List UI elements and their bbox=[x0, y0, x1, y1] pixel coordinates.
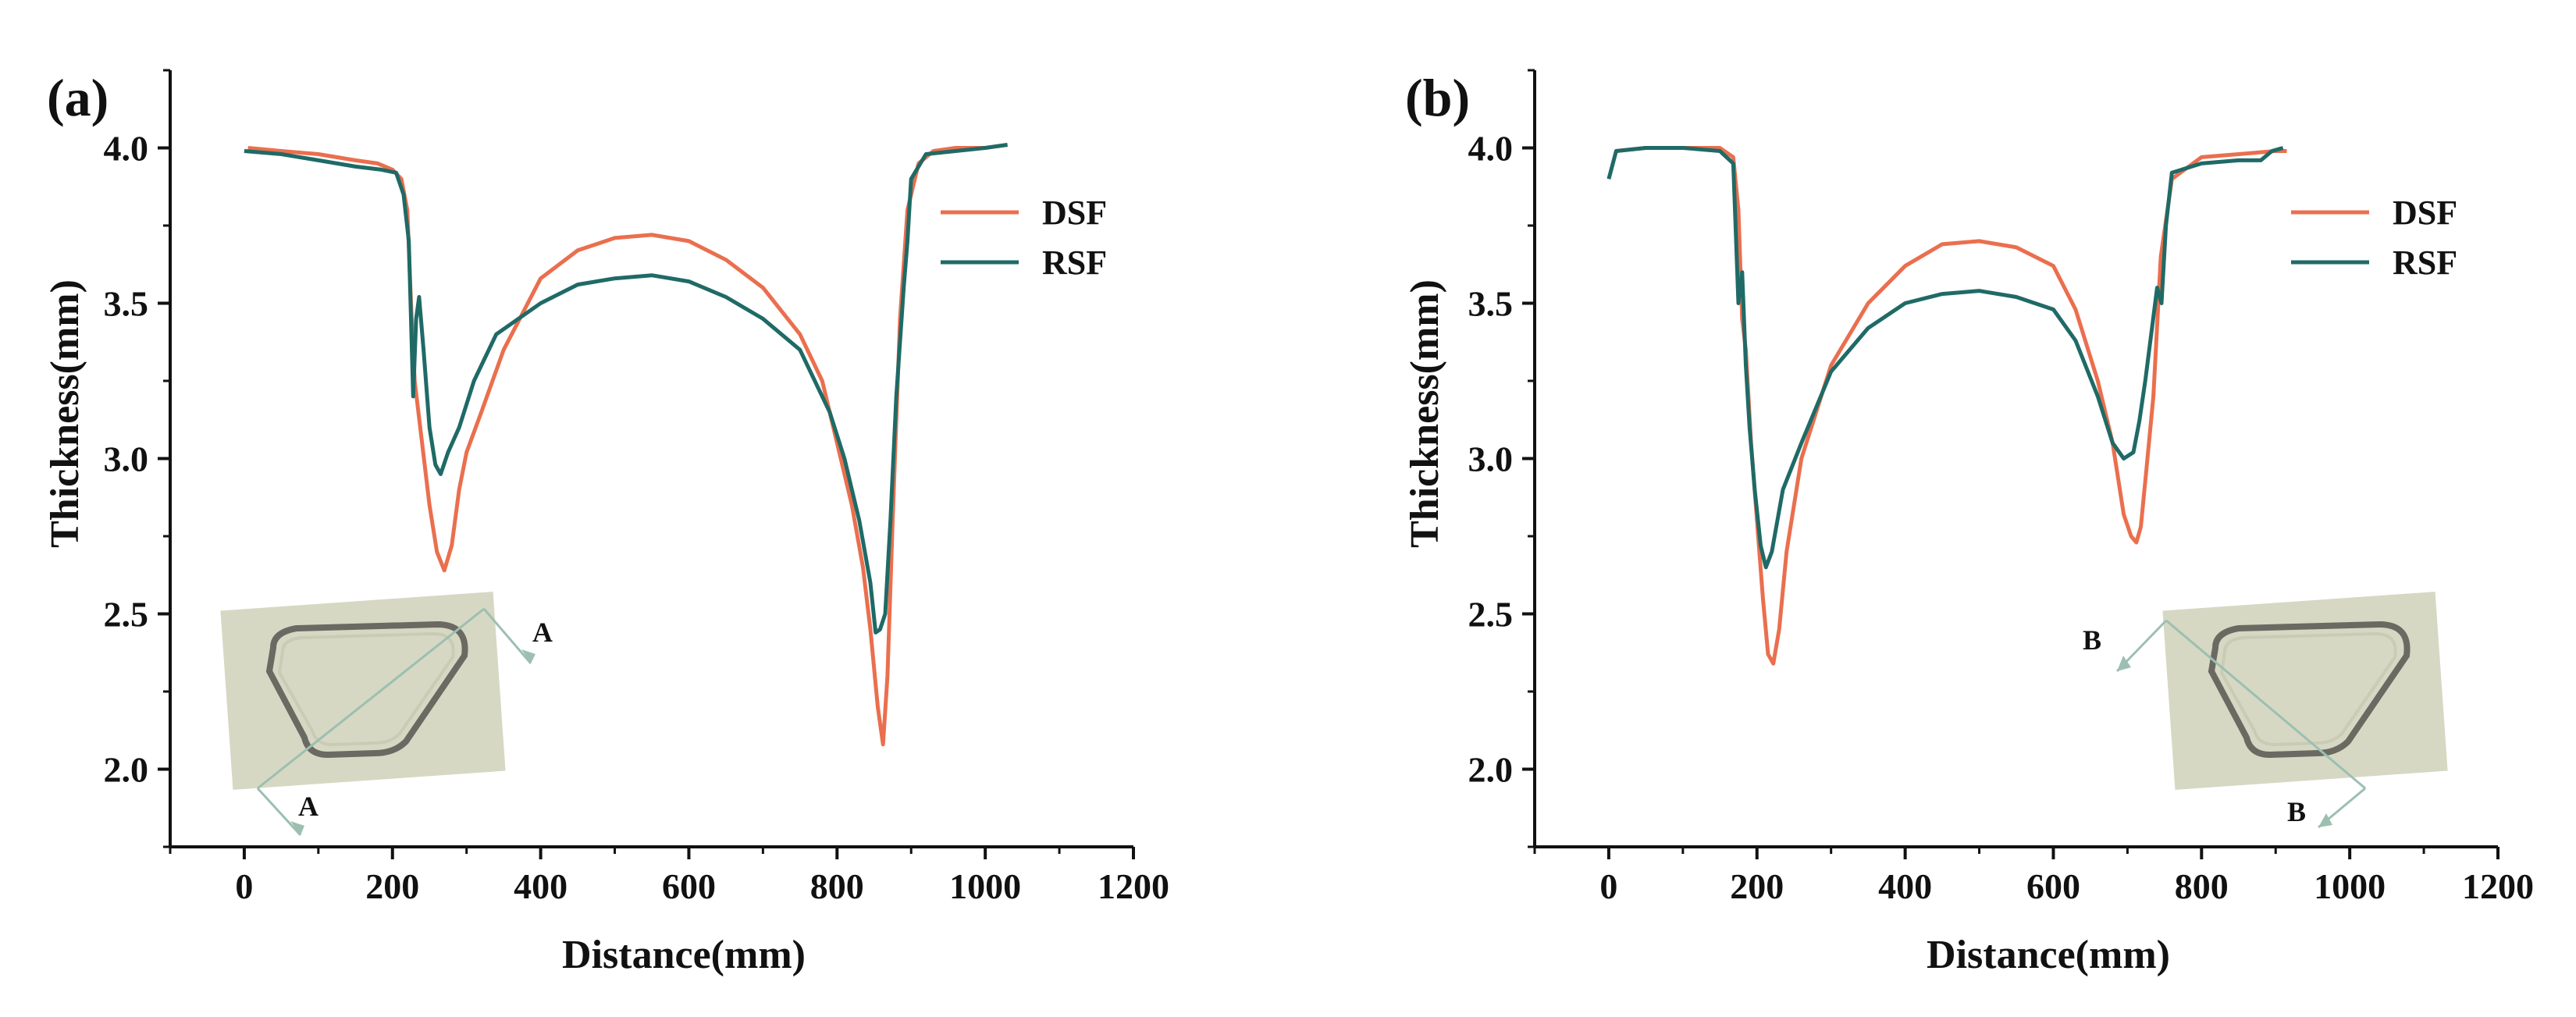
plot-area: 0 200 400 600 800 1000 1200 2.0 2.5 3.0 3.5 4.0 DSF R… bbox=[104, 69, 1169, 906]
x-tick-label: 1200 bbox=[2462, 866, 2534, 906]
x-tick-label: 1000 bbox=[2314, 866, 2386, 906]
x-tick-label: 600 bbox=[2026, 866, 2080, 906]
section-line bbox=[2165, 619, 2366, 790]
x-tick-label: 0 bbox=[1599, 866, 1617, 906]
x-tick-label: 600 bbox=[662, 866, 716, 906]
y-tick-label: 3.0 bbox=[1468, 439, 1514, 479]
panel-label: (b) bbox=[1405, 68, 1470, 127]
arrowhead-top bbox=[521, 649, 535, 663]
x-axis-title: Distance(mm) bbox=[1927, 933, 2170, 977]
specimen-photo-inset: B B bbox=[2083, 592, 2448, 829]
y-tick-label: 4.0 bbox=[104, 129, 149, 169]
specimen-outline bbox=[265, 621, 468, 759]
section-arrow-top bbox=[482, 608, 532, 664]
arrowhead-top bbox=[2117, 656, 2131, 671]
series-line-rsf bbox=[244, 143, 1008, 635]
y-tick-label: 2.0 bbox=[104, 750, 149, 790]
series-line-dsf bbox=[1616, 146, 2287, 666]
panel-label: (a) bbox=[47, 68, 109, 127]
y-tick-label: 4.0 bbox=[1468, 129, 1514, 169]
x-tick-label: 400 bbox=[1878, 866, 1932, 906]
y-axis-title: Thickness(mm) bbox=[1403, 279, 1447, 548]
y-tick-label: 3.5 bbox=[104, 284, 149, 324]
section-label-top: B bbox=[2083, 624, 2101, 656]
specimen-outline-inner bbox=[277, 631, 455, 747]
legend-label-rsf: RSF bbox=[2393, 244, 2457, 282]
legend-label-dsf: DSF bbox=[1042, 194, 1107, 232]
y-tick-label: 2.0 bbox=[1468, 750, 1514, 790]
x-tick-label: 800 bbox=[810, 866, 864, 906]
series-line-rsf bbox=[1606, 146, 2284, 570]
y-tick-label: 2.5 bbox=[104, 595, 149, 635]
y-tick-label: 3.5 bbox=[1468, 284, 1514, 324]
section-arrow-bottom bbox=[256, 787, 302, 837]
section-label-bottom: B bbox=[2287, 796, 2306, 827]
x-tick-label: 0 bbox=[235, 866, 253, 906]
arrowhead-bottom bbox=[290, 821, 304, 835]
x-tick-label: 800 bbox=[2175, 866, 2229, 906]
arrowhead-bottom bbox=[2318, 813, 2332, 827]
specimen-photo-inset: A A bbox=[220, 592, 553, 837]
x-tick-label: 1000 bbox=[949, 866, 1021, 906]
x-axis-title: Distance(mm) bbox=[562, 933, 806, 977]
x-tick-label: 1200 bbox=[1098, 866, 1169, 906]
section-label-top: A bbox=[532, 617, 553, 648]
photo-background bbox=[220, 592, 506, 790]
legend-label-dsf: DSF bbox=[2393, 194, 2457, 232]
plot-area: 0 200 400 600 800 1000 1200 2.0 2.5 3.0 3.5 4.0 DSF R… bbox=[1468, 69, 2534, 906]
section-line bbox=[257, 607, 485, 790]
chart-panel-b: (b) Thickness(mm) Distance(mm) 0 200 400 60… bbox=[1403, 68, 2534, 977]
specimen-outline bbox=[2208, 621, 2411, 759]
specimen-outline-inner bbox=[2219, 631, 2397, 747]
photo-background bbox=[2162, 592, 2448, 790]
chart-panel-a: (a) Thickness(mm) Distance(mm) 0 200 400 60… bbox=[43, 68, 1169, 977]
section-label-bottom: A bbox=[298, 791, 318, 822]
x-tick-label: 200 bbox=[365, 866, 419, 906]
y-axis-title: Thickness(mm) bbox=[43, 279, 87, 548]
y-tick-label: 3.0 bbox=[104, 439, 149, 479]
y-tick-label: 2.5 bbox=[1468, 595, 1514, 635]
legend-label-rsf: RSF bbox=[1042, 244, 1107, 282]
x-tick-label: 400 bbox=[514, 866, 568, 906]
series-line-dsf bbox=[247, 143, 1008, 747]
x-tick-label: 200 bbox=[1730, 866, 1784, 906]
